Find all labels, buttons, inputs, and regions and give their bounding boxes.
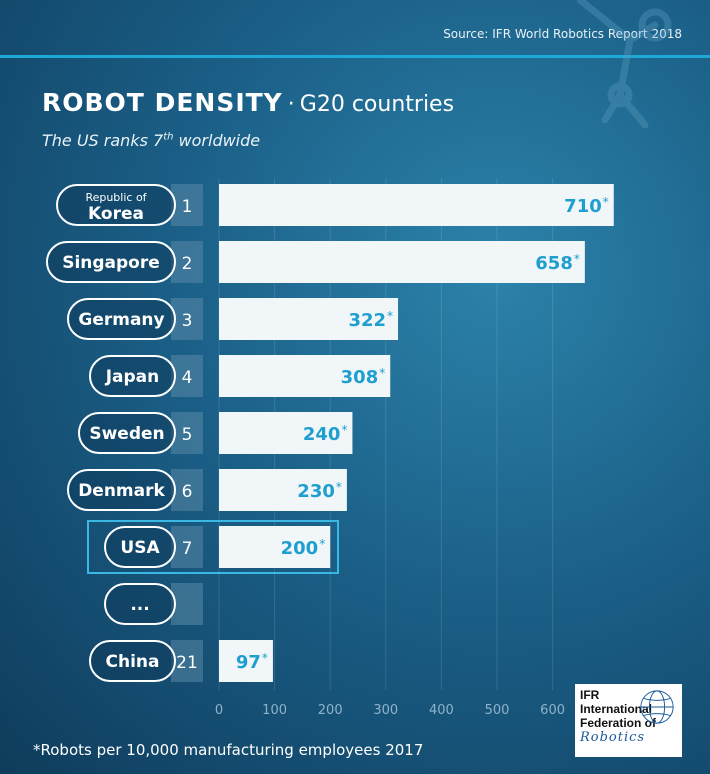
- value-label: 97: [236, 652, 261, 673]
- x-tick-label: 600: [540, 703, 565, 718]
- value-asterisk: *: [603, 195, 609, 209]
- x-tick-label: 500: [485, 703, 510, 718]
- country-pill: [67, 298, 176, 340]
- logo-robotics: Robotics: [580, 730, 646, 745]
- country-pill: [89, 355, 176, 397]
- empty-cell: [171, 583, 203, 625]
- globe-icon: [640, 690, 674, 724]
- rank-box: [171, 640, 203, 682]
- value-label: 230: [297, 481, 335, 502]
- footnote: *Robots per 10,000 manufacturing employe…: [33, 741, 424, 759]
- rank-box: [171, 412, 203, 454]
- x-tick-label: 100: [262, 703, 287, 718]
- value-label: 200: [281, 538, 319, 559]
- value-asterisk: *: [262, 651, 268, 665]
- bar: [219, 526, 331, 568]
- bar: [219, 355, 391, 397]
- subtitle-before: The US ranks 7: [42, 131, 164, 150]
- x-tick-label: 300: [373, 703, 398, 718]
- rank-box: [171, 184, 203, 226]
- chart-subtitle: The US ranks 7th worldwide: [42, 131, 260, 150]
- value-asterisk: *: [574, 252, 580, 266]
- value-asterisk: *: [379, 366, 385, 380]
- rank-label: 1: [182, 197, 193, 217]
- country-label: ...: [130, 595, 149, 615]
- ifr-logo: IFR International Federation of Robotics: [575, 684, 682, 757]
- bar: [219, 298, 399, 340]
- logo-ifr: IFR: [580, 688, 600, 702]
- robot-arm-decoration: [576, 0, 672, 129]
- rank-label: 2: [182, 254, 193, 274]
- country-label: Singapore: [62, 253, 160, 273]
- value-label: 658: [535, 253, 573, 274]
- value-label: 322: [348, 310, 386, 331]
- bar: [219, 184, 614, 226]
- source-note: Source: IFR World Robotics Report 2018: [443, 27, 682, 41]
- rank-label: 21: [176, 653, 198, 673]
- country-pill: [104, 526, 176, 568]
- highlight-frame: [87, 520, 339, 574]
- bar: [219, 469, 347, 511]
- country-label: China: [106, 652, 160, 672]
- x-tick-label: 0: [215, 703, 223, 718]
- header-divider: [0, 55, 710, 58]
- country-label: USA: [120, 538, 160, 558]
- value-asterisk: *: [319, 537, 325, 551]
- country-label: Denmark: [78, 481, 165, 501]
- rank-label: 3: [182, 311, 193, 331]
- value-asterisk: *: [387, 309, 393, 323]
- country-label: Republic of: [85, 191, 147, 204]
- country-label: Germany: [78, 310, 164, 330]
- rank-label: 5: [182, 425, 193, 445]
- country-pill: [56, 184, 176, 226]
- country-pill: [67, 469, 176, 511]
- bar: [219, 241, 585, 283]
- title-sub: G20 countries: [299, 92, 455, 117]
- rank-box: [171, 298, 203, 340]
- logo-federation: Federation of: [580, 716, 657, 730]
- rank-box: [171, 583, 203, 625]
- rank-label: 7: [182, 539, 193, 559]
- country-label: Sweden: [89, 424, 164, 444]
- rank-box: [171, 526, 203, 568]
- rank-box: [171, 469, 203, 511]
- subtitle-sup: th: [163, 131, 174, 143]
- value-label: 710: [564, 196, 602, 217]
- subtitle-after: worldwide: [173, 131, 261, 150]
- country-pill: [46, 241, 176, 283]
- country-label: Korea: [88, 204, 144, 224]
- value-label: 308: [341, 367, 379, 388]
- value-asterisk: *: [341, 423, 347, 437]
- value-label: 240: [303, 424, 341, 445]
- country-pill: [89, 640, 176, 682]
- bar: [219, 412, 353, 454]
- x-tick-label: 200: [318, 703, 343, 718]
- chart-title: ROBOT DENSITY · G20 countries: [42, 88, 454, 117]
- logo-international: International: [580, 702, 653, 716]
- country-pill: [78, 412, 176, 454]
- value-asterisk: *: [336, 480, 342, 494]
- rank-label: 6: [182, 482, 193, 502]
- rank-box: [171, 355, 203, 397]
- x-tick-label: 400: [429, 703, 454, 718]
- rank-label: 4: [182, 368, 193, 388]
- country-label: Japan: [105, 367, 160, 387]
- country-pill: [104, 583, 176, 625]
- title-main: ROBOT DENSITY: [42, 88, 283, 117]
- bar: [219, 640, 273, 682]
- rank-box: [171, 241, 203, 283]
- title-separator: ·: [287, 92, 295, 117]
